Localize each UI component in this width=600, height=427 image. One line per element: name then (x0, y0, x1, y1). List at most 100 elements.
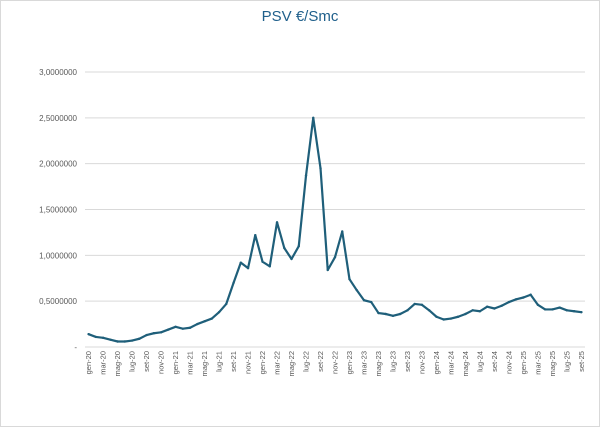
x-tick-label: lug-22 (302, 351, 311, 372)
data-point (196, 322, 199, 326)
data-point (87, 332, 90, 336)
data-point (101, 336, 105, 340)
data-point (261, 260, 264, 263)
x-tick-label: nov-21 (244, 351, 253, 374)
x-tick-label: lug-24 (475, 351, 484, 372)
x-tick-label: nov-24 (504, 351, 513, 374)
data-point (507, 300, 511, 304)
x-tick-label: mag-23 (374, 351, 383, 376)
y-tick-label: 2,0000000 (39, 160, 77, 169)
x-tick-label: lug-21 (215, 351, 224, 372)
data-point (485, 305, 489, 308)
data-point (268, 265, 271, 268)
data-point (449, 317, 453, 320)
data-point (478, 310, 482, 313)
data-point (188, 326, 192, 329)
x-tick-label: set-22 (316, 351, 325, 372)
x-tick-label: mag-20 (113, 351, 122, 376)
data-point (283, 246, 286, 250)
data-point (493, 307, 496, 310)
data-point (348, 277, 351, 281)
data-point (319, 167, 322, 170)
data-point (341, 230, 344, 233)
data-point (109, 338, 112, 341)
x-tick-label: nov-23 (417, 351, 426, 374)
data-point (304, 174, 308, 177)
data-point (464, 312, 467, 316)
data-point (522, 296, 525, 299)
data-point (297, 244, 300, 248)
data-point (377, 311, 380, 315)
data-point (239, 261, 242, 264)
x-tick-label: mag-22 (287, 351, 296, 376)
data-point (572, 310, 576, 313)
x-tick-label: set-24 (490, 351, 499, 372)
data-point (123, 340, 127, 343)
data-point (362, 299, 366, 302)
data-point (399, 312, 402, 316)
data-point (254, 233, 257, 237)
data-point (456, 315, 460, 318)
data-point (558, 306, 561, 309)
y-tick-label: 1,0000000 (39, 251, 77, 260)
x-tick-label: mag-25 (548, 351, 557, 376)
x-tick-label: gen-20 (84, 351, 93, 374)
data-point (94, 335, 98, 339)
data-point (152, 332, 156, 335)
data-point (138, 337, 141, 340)
data-point (181, 327, 185, 330)
data-point (428, 309, 431, 312)
y-tick-label: - (74, 343, 77, 352)
x-tick-label: mar-25 (533, 351, 542, 375)
x-tick-label: mar-20 (99, 351, 108, 375)
data-point (536, 303, 540, 307)
x-tick-label: mar-22 (273, 351, 282, 375)
data-point (116, 340, 119, 343)
x-tick-label: mar-24 (446, 351, 455, 375)
data-point (551, 308, 554, 311)
x-tick-label: gen-25 (519, 351, 528, 374)
x-tick-label: set-20 (142, 351, 151, 372)
x-tick-label: set-21 (229, 351, 238, 372)
data-point (471, 309, 474, 312)
data-point (275, 221, 279, 224)
data-point (391, 314, 395, 318)
x-tick-label: gen-21 (171, 351, 180, 374)
data-point (290, 257, 293, 261)
data-point (565, 309, 569, 312)
y-tick-label: 1,5000000 (39, 206, 77, 215)
data-point (420, 303, 424, 307)
x-tick-label: gen-22 (258, 351, 267, 374)
series-line (87, 116, 583, 343)
data-point (413, 302, 416, 306)
data-point (529, 293, 532, 296)
data-point (225, 302, 228, 306)
data-point (514, 298, 518, 301)
data-point (217, 310, 221, 314)
data-point (370, 300, 373, 304)
y-tick-label: 0,5000000 (39, 297, 77, 306)
data-point (435, 315, 438, 318)
data-point (159, 331, 163, 334)
x-tick-label: mar-21 (186, 351, 195, 375)
data-point (312, 116, 315, 120)
x-tick-label: mag-21 (200, 351, 209, 376)
y-tick-label: 3,0000000 (39, 68, 77, 77)
data-point (384, 312, 387, 316)
data-point (355, 288, 358, 292)
data-point (333, 255, 337, 259)
x-tick-label: set-25 (577, 351, 586, 372)
x-tick-label: nov-20 (157, 351, 166, 374)
data-point (246, 266, 250, 270)
data-point (500, 304, 503, 307)
data-point (167, 328, 170, 331)
data-point (203, 320, 206, 323)
data-point (130, 339, 134, 342)
data-point (232, 281, 235, 285)
chart-title: PSV €/Smc (261, 8, 339, 25)
x-tick-label: lug-23 (388, 351, 397, 372)
x-tick-label: lug-25 (562, 351, 571, 372)
x-tick-label: gen-23 (345, 351, 354, 374)
